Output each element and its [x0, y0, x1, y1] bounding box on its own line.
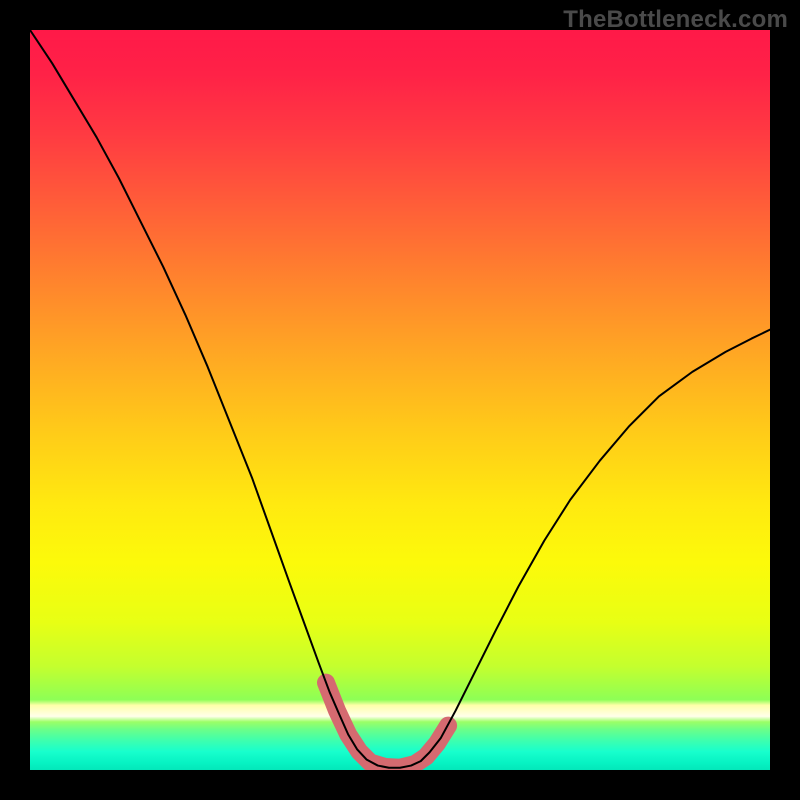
outer-frame: TheBottleneck.com [0, 0, 800, 800]
plot-area [30, 30, 770, 770]
watermark-text: TheBottleneck.com [563, 6, 788, 34]
gradient-background [30, 30, 770, 770]
chart-svg [30, 30, 770, 770]
